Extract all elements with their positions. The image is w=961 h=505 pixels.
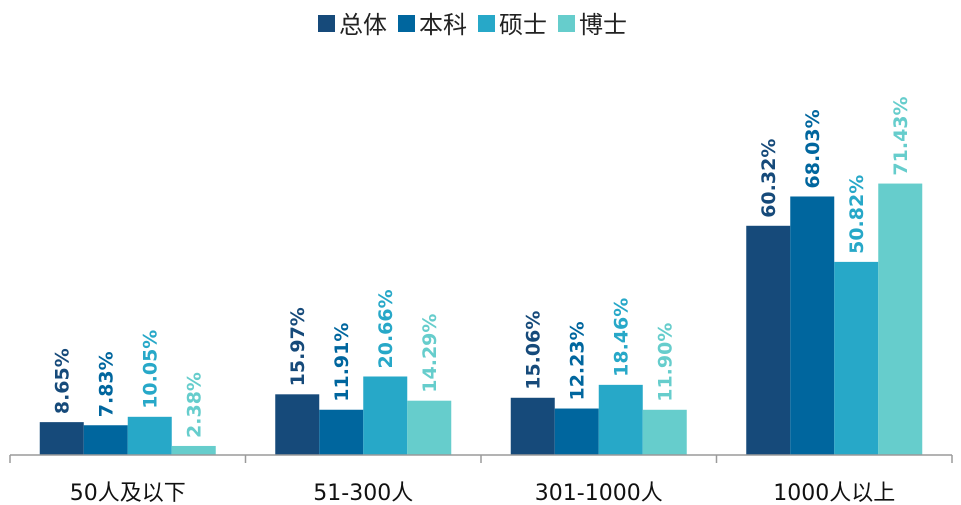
bar-0-1 — [83, 425, 128, 455]
legend-swatch — [398, 15, 415, 32]
bars-group — [39, 183, 923, 456]
bar-3-0 — [746, 225, 791, 455]
legend-label: 总体 — [339, 11, 387, 39]
x-axis-ticks — [9, 455, 953, 463]
data-label: 11.91% — [331, 323, 353, 402]
data-label: 8.65% — [52, 348, 74, 414]
data-label: 68.03% — [802, 109, 824, 188]
bar-1-0 — [275, 394, 320, 455]
category-labels: 50人及以下 51-300人 301-1000人 1000人以上 — [70, 481, 896, 505]
bar-0-0 — [39, 422, 84, 455]
bar-3-2 — [834, 261, 879, 455]
bar-2-0 — [510, 397, 555, 455]
legend-label: 博士 — [579, 11, 627, 39]
bar-0-2 — [127, 416, 172, 455]
category-label: 51-300人 — [313, 481, 413, 505]
data-label: 71.43% — [890, 96, 912, 175]
bar-2-3 — [642, 409, 687, 455]
legend-swatch — [318, 15, 335, 32]
bar-3-3 — [878, 183, 923, 456]
bar-1-3 — [407, 400, 452, 455]
bar-2-2 — [598, 384, 643, 455]
data-label: 14.29% — [419, 314, 441, 393]
legend-swatch — [478, 15, 495, 32]
category-label: 1000人以上 — [773, 481, 895, 505]
legend-swatch — [558, 15, 575, 32]
data-label: 15.97% — [287, 307, 309, 386]
bar-1-1 — [319, 409, 364, 455]
data-label: 7.83% — [96, 351, 118, 417]
category-label: 301-1000人 — [535, 481, 663, 505]
data-label: 12.23% — [567, 321, 589, 400]
data-label: 11.90% — [655, 323, 677, 402]
bar-2-1 — [554, 408, 599, 455]
data-label: 20.66% — [375, 289, 397, 368]
data-label: 10.05% — [140, 330, 162, 409]
legend-label: 硕士 — [499, 11, 547, 39]
data-label: 18.46% — [611, 298, 633, 377]
data-label: 50.82% — [846, 175, 868, 254]
bar-3-1 — [790, 196, 835, 455]
bar-1-2 — [363, 376, 408, 455]
category-label: 50人及以下 — [70, 481, 186, 505]
legend-label: 本科 — [419, 11, 467, 39]
chart-legend: 总体 本科 硕士 博士 — [318, 11, 627, 39]
bar-0-3 — [171, 445, 216, 455]
data-label: 60.32% — [758, 139, 780, 218]
data-labels: 8.65% 7.83% 10.05% 2.38% 15.97% 11.91% 20.66% 1… — [52, 96, 913, 438]
data-label: 15.06% — [523, 311, 545, 390]
data-label: 2.38% — [184, 372, 206, 438]
